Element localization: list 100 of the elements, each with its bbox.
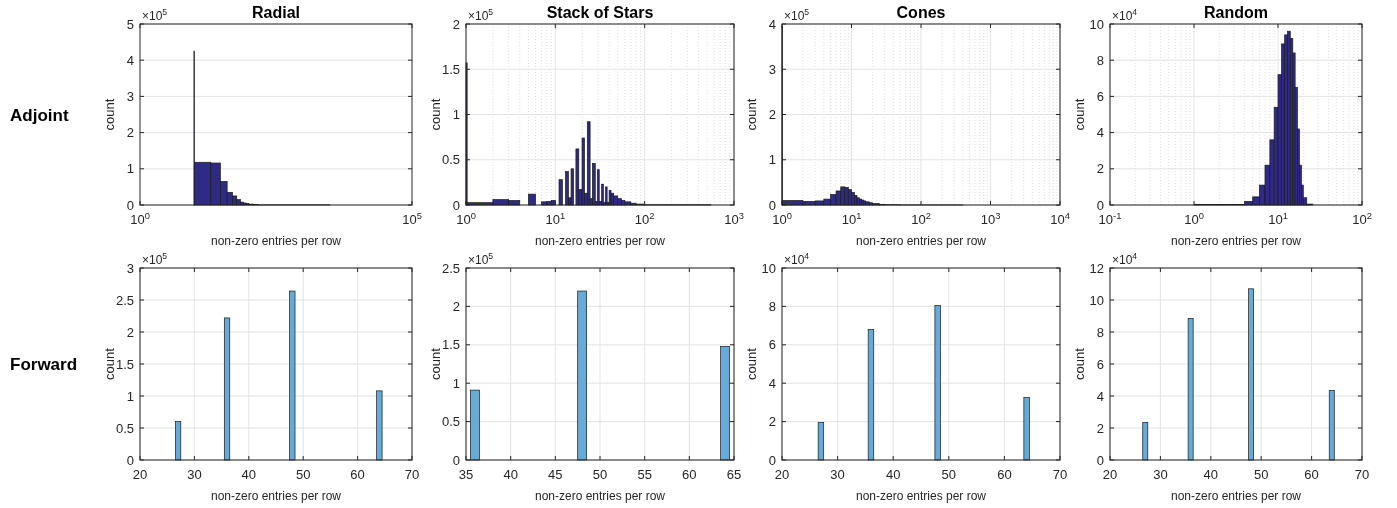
text: ×10$^{5}$ [784, 7, 810, 23]
x-axis-title: non-zero entries per row [210, 489, 342, 503]
x-tick-label: 20 [1102, 467, 1118, 482]
x-tick-label: 35 [458, 467, 474, 482]
x-tick-label: 10$^{1}$ [1268, 211, 1288, 227]
x-tick-label: 10$^{3}$ [980, 211, 1001, 227]
y-tick-label: 12 [1089, 260, 1104, 276]
x-tick-label: 10$^{1}$ [545, 211, 566, 227]
x-tick-label: 40 [885, 467, 901, 482]
chart-title: Cones [896, 4, 946, 21]
x-tick-label: 10$^{2}$ [1352, 211, 1372, 227]
x-tick-label: 55 [637, 467, 652, 482]
y-tick-label: 0 [126, 452, 134, 468]
y-tick-label: 0 [1096, 197, 1104, 213]
text: ×10$^{5}$ [468, 251, 494, 267]
text: Forward [10, 355, 78, 374]
x-tick-label: 10$^{0}$ [456, 211, 476, 227]
x-tick-label: 60 [350, 467, 365, 482]
y-tick-label: 2 [1096, 420, 1104, 436]
y-axis-title: count [102, 98, 117, 131]
y-tick-label: 2 [452, 298, 460, 314]
y-tick-label: 0 [768, 197, 776, 213]
y-tick-label: 4 [768, 16, 776, 32]
y-tick-label: 2 [768, 414, 776, 430]
x-axis-title: non-zero entries per row [1170, 234, 1302, 248]
x-axis-title: non-zero entries per row [855, 489, 987, 503]
x-tick-label: 40 [503, 467, 518, 482]
y-tick-label: 0 [452, 197, 460, 213]
y-tick-label: 0.5 [441, 152, 460, 168]
x-tick-label: 60 [997, 467, 1012, 482]
text: ×10$^{4}$ [1112, 7, 1138, 23]
y-tick-label: 10 [1089, 16, 1104, 32]
y-axis-title: count [428, 347, 443, 380]
y-tick-label: 2 [768, 107, 776, 122]
y-tick-label: 2 [126, 324, 134, 340]
x-tick-label: 20 [774, 467, 790, 482]
text: ×10$^{5}$ [142, 251, 168, 267]
y-tick-label: 1 [452, 375, 460, 391]
x-tick-label: 50 [295, 467, 311, 482]
y-tick-label: 2 [1096, 161, 1104, 177]
x-tick-label: 10$^{0}$ [130, 211, 150, 227]
y-tick-label: 5 [126, 16, 134, 32]
y-axis-title: count [744, 98, 759, 131]
text: ×10$^{4}$ [784, 251, 810, 267]
y-tick-label: 8 [1096, 52, 1104, 68]
y-tick-label: 8 [1096, 324, 1104, 340]
x-axis-title: non-zero entries per row [534, 234, 666, 248]
y-tick-label: 0.5 [441, 414, 460, 430]
x-axis-title: non-zero entries per row [855, 234, 987, 248]
y-tick-label: 6 [1096, 356, 1104, 372]
x-tick-label: 10$^{0}$ [1184, 211, 1204, 227]
y-tick-label: 6 [768, 337, 776, 353]
y-tick-label: 0.5 [115, 420, 134, 436]
x-tick-label: 10$^{3}$ [724, 211, 744, 227]
chart-title: Radial [251, 4, 301, 21]
y-tick-label: 3 [768, 61, 776, 77]
text: Adjoint [10, 105, 69, 125]
x-tick-label: 70 [1052, 467, 1068, 482]
y-tick-label: 2.5 [115, 292, 134, 308]
y-tick-label: 1 [126, 161, 134, 177]
x-tick-label: 60 [682, 467, 697, 482]
x-tick-label: 40 [241, 467, 257, 482]
x-tick-label: 10$^{5}$ [402, 211, 422, 227]
y-tick-label: 4 [1096, 125, 1104, 141]
y-tick-label: 0 [768, 452, 776, 468]
x-tick-label: 70 [404, 467, 420, 482]
y-tick-label: 4 [1096, 388, 1104, 404]
x-tick-label: 10$^{-1}$ [1098, 211, 1122, 227]
y-tick-label: 1.5 [115, 356, 134, 372]
x-tick-label: 60 [1304, 467, 1319, 482]
y-axis-title: count [428, 98, 443, 131]
x-tick-label: 10$^{1}$ [841, 211, 862, 227]
x-tick-label: 10$^{2}$ [911, 211, 931, 227]
y-tick-label: 6 [1096, 88, 1104, 104]
x-tick-label: 30 [830, 467, 845, 482]
text: ×10$^{5}$ [468, 7, 494, 23]
chart-title: Random [1204, 4, 1268, 21]
x-tick-label: 45 [548, 467, 563, 482]
x-tick-label: 70 [1354, 467, 1370, 482]
x-axis-title: non-zero entries per row [534, 489, 666, 503]
y-tick-label: 4 [126, 52, 134, 68]
y-axis-title: count [1072, 98, 1087, 131]
y-tick-label: 10 [761, 260, 776, 276]
chart-title: Stack of Stars [546, 4, 654, 21]
x-tick-label: 10$^{0}$ [772, 211, 792, 227]
x-tick-label: 20 [132, 467, 148, 482]
y-tick-label: 4 [768, 375, 776, 391]
x-tick-label: 50 [941, 467, 957, 482]
y-tick-label: 3 [126, 260, 134, 276]
y-tick-label: 1.5 [441, 61, 460, 77]
y-tick-label: 0 [452, 452, 460, 468]
y-tick-label: 1 [768, 152, 776, 168]
x-tick-label: 10$^{4}$ [1050, 211, 1070, 227]
y-tick-label: 2 [452, 16, 460, 32]
y-tick-label: 1 [452, 107, 460, 122]
y-tick-label: 2.5 [441, 260, 460, 276]
text: ×10$^{4}$ [1112, 251, 1138, 267]
x-tick-label: 30 [1153, 467, 1168, 482]
x-axis-title: non-zero entries per row [1170, 489, 1302, 503]
y-tick-label: 0 [126, 197, 134, 213]
